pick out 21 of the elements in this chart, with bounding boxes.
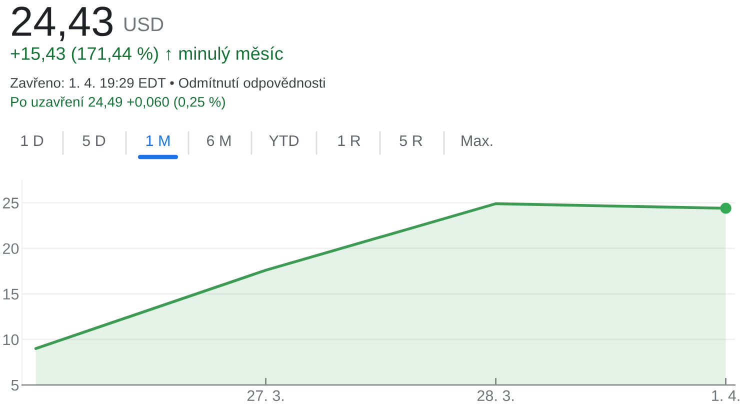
- text: 6 M: [207, 135, 230, 146]
- text: Po uzavření 24,49 +0,060 (0,25 %): [11, 96, 225, 110]
- x-tick-label: 1. 4.: [712, 390, 740, 401]
- chart-title: 24,43: [12, 6, 112, 42]
- text: Zavřeno: 1. 4. 19:29 EDT • Odmítnutí odpovědnosti: [10, 77, 325, 91]
- text: 1 D: [21, 135, 44, 146]
- text: +15,43 (171,44 %) ↑ minulý měsíc: [10, 46, 283, 64]
- text: Max.: [462, 135, 492, 146]
- y-tick-label: 20: [3, 243, 19, 254]
- chart-subtitle: USD: [124, 17, 164, 32]
- y-tick-label: 15: [3, 288, 19, 300]
- text: YTD: [269, 135, 299, 146]
- text: 5 D: [82, 135, 106, 146]
- x-tick-label: 27. 3.: [247, 390, 284, 402]
- text: 5 R: [400, 135, 422, 146]
- y-tick-label: 10: [3, 334, 19, 346]
- text: 1 M: [146, 135, 170, 146]
- y-tick-label: 5: [11, 380, 19, 391]
- text: 1 R: [338, 135, 360, 146]
- y-tick-label: 25: [3, 198, 19, 208]
- x-tick-label: 28. 3.: [477, 390, 514, 402]
